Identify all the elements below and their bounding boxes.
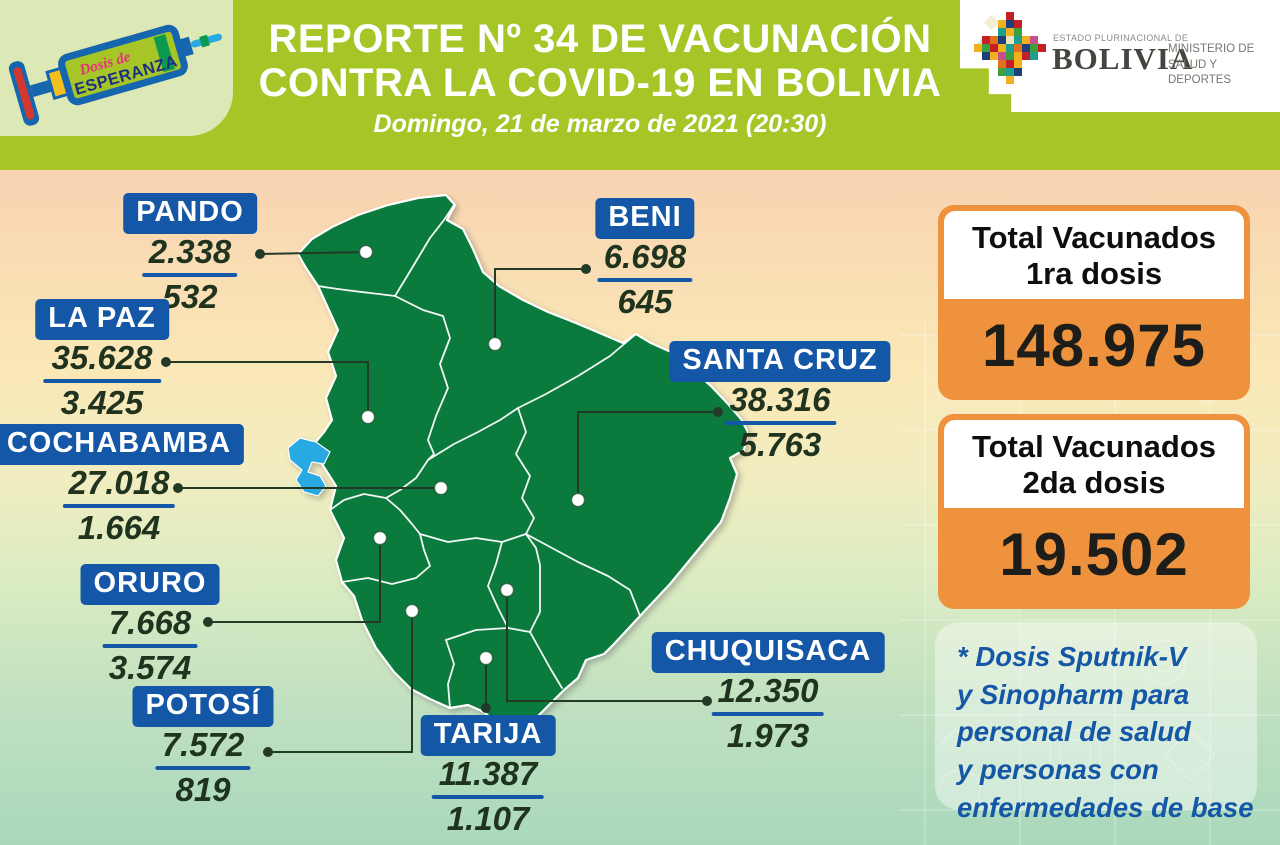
bolivia-wordmark: BOLIVIA — [1052, 41, 1194, 76]
dose2-count: 5.763 — [738, 425, 822, 463]
fraction-rule — [43, 378, 161, 383]
dose1-count: 27.018 — [68, 464, 170, 501]
ministry-line1: MINISTERIO DE — [1168, 43, 1255, 55]
note-line: y personas con — [957, 754, 1159, 786]
dept-label-oruro: ORURO 7.668 3.574 — [80, 564, 220, 686]
dept-name: LA PAZ — [35, 299, 169, 340]
dept-name: ORURO — [80, 564, 220, 605]
fraction-rule — [62, 503, 175, 508]
vaccine-note: * Dosis Sputnik-V y Sinopharm para perso… — [935, 622, 1257, 823]
total-second-dose-value: 19.502 — [999, 520, 1189, 588]
ministry-line2: SALUD Y DEPORTES — [1168, 58, 1232, 87]
lake-titicaca — [287, 437, 331, 497]
dept-label-beni: BENI 6.698 645 — [595, 198, 695, 320]
note-line: enfermedades de base — [957, 791, 1254, 823]
dose2-count: 645 — [617, 282, 673, 320]
card-title-line1: Total Vacunados — [971, 220, 1217, 255]
dose1-count: 2.338 — [148, 233, 232, 270]
campaign-logo-panel: Dosis de ESPERANZA — [0, 0, 233, 136]
report-title-line1: REPORTE Nº 34 DE VACUNACIÓN — [268, 17, 932, 61]
note-line: personal de salud — [957, 716, 1191, 748]
dept-label-chuquisaca: CHUQUISACA 12.350 1.973 — [651, 632, 885, 754]
fraction-rule — [102, 643, 198, 648]
card-title-line2: 1ra dosis — [1025, 255, 1163, 291]
fraction-rule — [597, 277, 693, 282]
dept-name: SANTA CRUZ — [669, 341, 891, 382]
dept-label-potosi: POTOSÍ 7.572 819 — [132, 686, 274, 808]
dose2-count: 1.107 — [446, 799, 530, 837]
dose2-count: 532 — [162, 277, 218, 315]
dose1-count: 7.668 — [108, 604, 192, 641]
dept-label-tarija: TARIJA 11.387 1.107 — [420, 715, 556, 837]
dose2-count: 819 — [175, 770, 231, 808]
government-logo-panel: ESTADO PLURINACIONAL DE BOLIVIA MINISTER… — [960, 0, 1280, 112]
card-title-line1: Total Vacunados — [971, 429, 1217, 464]
dept-name: COCHABAMBA — [0, 424, 245, 465]
dose2-count: 3.574 — [108, 648, 192, 686]
note-line: * Dosis Sputnik-V — [957, 641, 1187, 672]
report-title-block: REPORTE Nº 34 DE VACUNACIÓN CONTRA LA CO… — [250, 17, 950, 139]
dept-name: BENI — [595, 198, 695, 239]
fraction-rule — [142, 272, 238, 277]
dose1-count: 35.628 — [51, 339, 153, 376]
fraction-rule — [431, 794, 544, 799]
fraction-rule — [712, 711, 824, 716]
syringe-logo: Dosis de ESPERANZA — [8, 24, 223, 126]
dept-label-santa-cruz: SANTA CRUZ 38.316 5.763 — [669, 341, 891, 463]
dose1-count: 7.572 — [161, 726, 245, 763]
card-title-area: Total Vacunados 2da dosis — [944, 420, 1244, 508]
dose2-count: 1.664 — [77, 508, 161, 546]
chakana-icon — [974, 12, 1046, 84]
fraction-rule — [155, 765, 251, 770]
fraction-rule — [723, 420, 836, 425]
dose2-count: 1.973 — [726, 716, 810, 754]
report-title-line2: CONTRA LA COVID-19 EN BOLIVIA — [258, 61, 942, 105]
note-line: y Sinopharm para — [957, 678, 1190, 710]
dose2-count: 3.425 — [60, 383, 144, 421]
estado-plurinacional-text: ESTADO PLURINACIONAL DE — [1053, 33, 1189, 43]
report-date: Domingo, 21 de marzo de 2021 (20:30) — [373, 110, 827, 138]
total-first-dose-card: Total Vacunados 1ra dosis 148.975 — [938, 205, 1250, 400]
dept-name: CHUQUISACA — [651, 632, 885, 673]
card-title-area: Total Vacunados 1ra dosis — [944, 211, 1244, 299]
dept-label-cochabamba: COCHABAMBA 27.018 1.664 — [0, 424, 245, 546]
dept-label-la-paz: LA PAZ 35.628 3.425 — [35, 299, 169, 421]
header-band: Dosis de ESPERANZA REPORTE Nº 34 DE VACU… — [0, 0, 1280, 170]
dept-label-pando: PANDO 2.338 532 — [123, 193, 257, 315]
dept-name: TARIJA — [420, 715, 556, 756]
dept-name: POTOSÍ — [132, 686, 274, 727]
total-first-dose-value: 148.975 — [982, 311, 1206, 379]
ministry-text: MINISTERIO DE SALUD Y DEPORTES — [1168, 42, 1280, 89]
dose1-count: 6.698 — [603, 238, 687, 275]
dose1-count: 11.387 — [438, 755, 538, 792]
dose1-count: 12.350 — [717, 672, 819, 709]
dept-name: PANDO — [123, 193, 257, 234]
card-title-line2: 2da dosis — [1022, 464, 1166, 500]
dose1-count: 38.316 — [729, 381, 831, 418]
total-second-dose-card: Total Vacunados 2da dosis 19.502 — [938, 414, 1250, 609]
